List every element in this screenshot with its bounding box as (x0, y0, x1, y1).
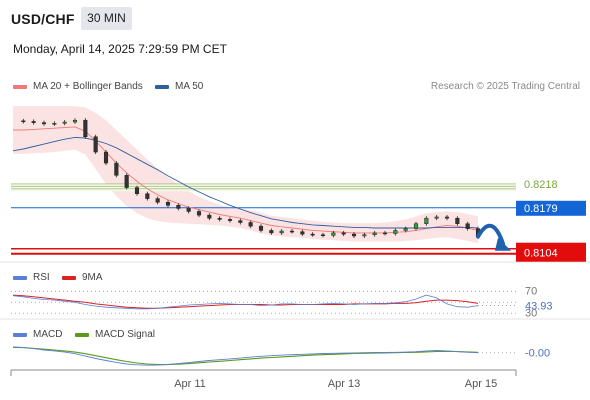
current-price-tag (516, 200, 586, 216)
projection-arrowhead (495, 237, 511, 251)
rsi-line (12, 294, 479, 310)
macd-value-label: -0.00 (525, 348, 550, 360)
price-candle (320, 234, 326, 236)
legend-label-ma50: MA 50 (175, 81, 204, 92)
price-candle (300, 231, 305, 235)
research-credit: Research © 2025 Trading Central (430, 81, 580, 92)
legend-label-rsi: RSI (33, 272, 50, 283)
macd-line (12, 346, 479, 366)
macd-panel: -0.00 (12, 346, 550, 366)
rsi-ma9-line (12, 294, 479, 309)
price-candle (434, 216, 439, 219)
x-tick-label: Apr 13 (328, 378, 360, 390)
price-candle (124, 175, 129, 188)
legend-label-macd-signal: MACD Signal (95, 329, 156, 340)
price-candle (103, 151, 109, 164)
price-candle (289, 230, 295, 233)
price-candle (83, 119, 88, 137)
rsi-tick-label: 30 (525, 307, 537, 319)
support-level-label: 0.8104 (524, 248, 558, 260)
price-candle (310, 233, 315, 236)
symbol-title: USD/CHF (11, 11, 75, 27)
price-candle (62, 121, 67, 124)
legend-label-9ma: 9MA (82, 272, 103, 283)
price-candle (207, 214, 212, 219)
macd-signal-line (12, 346, 479, 366)
rsi-tick-label: 70 (525, 285, 537, 297)
legend-rsi: RSI (13, 272, 50, 283)
timeframe-badge[interactable]: 30 MIN (81, 7, 132, 30)
ma20-line (13, 126, 479, 234)
legend-swatch-ma50 (155, 84, 169, 89)
price-candle (341, 232, 346, 235)
current-price-label: 0.8179 (524, 203, 558, 215)
price-candle (269, 230, 274, 234)
price-candle (217, 217, 222, 220)
price-candle (238, 220, 243, 223)
price-candle (196, 211, 202, 216)
price-candle (155, 198, 160, 203)
price-candle (248, 222, 253, 227)
legend-macd: MACD (13, 329, 62, 340)
resistance-level-label: 0.8218 (524, 179, 558, 191)
price-candle (31, 121, 36, 123)
price-candle (444, 216, 450, 219)
price-candle (403, 228, 408, 231)
x-tick-label: Apr 11 (174, 378, 206, 390)
price-candle (279, 230, 284, 234)
price-candle (145, 193, 150, 199)
price-panel: 0.8218 0.8179 0.8104 (11, 106, 586, 262)
price-candle (351, 233, 357, 237)
price-candle (393, 230, 398, 234)
price-candle (52, 123, 57, 125)
price-candle (455, 217, 460, 224)
price-candle (372, 232, 377, 235)
legend-swatch-macd-signal (75, 332, 89, 337)
price-candle (21, 120, 26, 123)
price-candle (227, 219, 233, 221)
price-candle (331, 232, 336, 236)
legend-label-ma20: MA 20 + Bollinger Bands (33, 81, 143, 92)
price-candle (114, 162, 119, 176)
price-candle (258, 225, 264, 231)
rsi-value-label: 43.93 (525, 301, 553, 313)
price-candle (41, 122, 47, 125)
legend-swatch-macd (13, 332, 27, 337)
ma50-line (12, 136, 479, 229)
price-candle (424, 217, 429, 224)
price-candle (186, 208, 191, 212)
price-candle (134, 187, 140, 194)
price-candle (165, 202, 171, 206)
chart-datetime: Monday, April 14, 2025 7:29:59 PM CET (13, 42, 227, 56)
legend-swatch-9ma (62, 275, 76, 280)
legend-rsi-ma9: 9MA (62, 272, 103, 283)
legend-macd-signal: MACD Signal (75, 329, 155, 340)
price-candle (465, 223, 470, 229)
price-candle (176, 205, 181, 209)
legend-label-macd: MACD (33, 329, 63, 340)
legend-swatch-ma20 (13, 84, 27, 89)
legend-ma50: MA 50 (155, 81, 203, 92)
resistance-zone (11, 183, 516, 192)
price-candle (382, 232, 388, 235)
x-tick-label: Apr 15 (465, 378, 497, 390)
support-level-tag (516, 242, 586, 262)
price-candle (93, 136, 98, 153)
projection-arrow (476, 223, 505, 246)
price-candle (362, 234, 367, 237)
legend-swatch-rsi (13, 275, 27, 280)
price-candle (413, 223, 419, 229)
price-candle (72, 119, 78, 123)
bollinger-band-area (13, 106, 478, 244)
legend-ma20-bollinger: MA 20 + Bollinger Bands (13, 81, 143, 92)
